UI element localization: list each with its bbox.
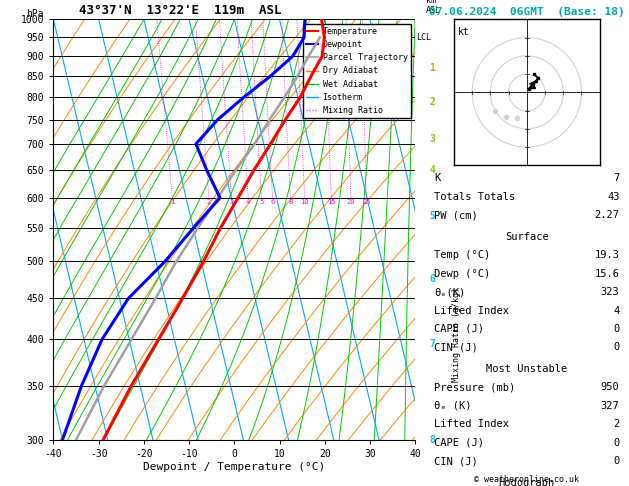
Text: © weatheronline.co.uk: © weatheronline.co.uk: [474, 474, 579, 484]
Text: 0: 0: [613, 456, 620, 466]
Text: Lifted Index: Lifted Index: [434, 419, 509, 429]
Text: 8: 8: [288, 199, 292, 205]
Text: CIN (J): CIN (J): [434, 343, 478, 352]
Text: 4: 4: [246, 199, 250, 205]
Text: Pressure (mb): Pressure (mb): [434, 382, 515, 392]
Text: 8: 8: [430, 435, 435, 445]
Text: 15.6: 15.6: [594, 269, 620, 278]
Text: LCL: LCL: [416, 33, 431, 42]
Text: hPa: hPa: [26, 9, 44, 19]
Text: Totals Totals: Totals Totals: [434, 192, 515, 202]
Text: CAPE (J): CAPE (J): [434, 324, 484, 334]
Text: PW (cm): PW (cm): [434, 210, 478, 220]
Text: 6: 6: [430, 275, 435, 284]
Text: Most Unstable: Most Unstable: [486, 364, 567, 374]
Text: 3: 3: [430, 134, 435, 144]
Text: CAPE (J): CAPE (J): [434, 438, 484, 448]
Text: 4: 4: [613, 306, 620, 315]
Text: 2.27: 2.27: [594, 210, 620, 220]
Text: 5: 5: [259, 199, 264, 205]
Text: 07.06.2024  06GMT  (Base: 18): 07.06.2024 06GMT (Base: 18): [429, 7, 625, 17]
X-axis label: Dewpoint / Temperature (°C): Dewpoint / Temperature (°C): [143, 462, 325, 471]
Text: CIN (J): CIN (J): [434, 456, 478, 466]
Text: Hodograph: Hodograph: [499, 478, 555, 486]
Text: θₑ(K): θₑ(K): [434, 287, 465, 297]
Text: 0: 0: [613, 438, 620, 448]
Text: θₑ (K): θₑ (K): [434, 401, 472, 411]
Text: 327: 327: [601, 401, 620, 411]
Text: km
ASL: km ASL: [426, 0, 441, 15]
Text: 15: 15: [327, 199, 335, 205]
Text: K: K: [434, 174, 440, 183]
Text: 950: 950: [601, 382, 620, 392]
Text: Temp (°C): Temp (°C): [434, 250, 490, 260]
Text: 4: 4: [430, 165, 435, 175]
Text: 10: 10: [301, 199, 309, 205]
Text: 43: 43: [607, 192, 620, 202]
Text: 2: 2: [207, 199, 211, 205]
Text: 3: 3: [230, 199, 233, 205]
Text: 6: 6: [270, 199, 275, 205]
Text: Surface: Surface: [505, 232, 548, 242]
Text: 7: 7: [430, 339, 435, 349]
Text: 1: 1: [170, 199, 174, 205]
Text: 2: 2: [430, 97, 435, 107]
Text: 19.3: 19.3: [594, 250, 620, 260]
Text: 20: 20: [347, 199, 355, 205]
Text: Lifted Index: Lifted Index: [434, 306, 509, 315]
Text: 7: 7: [613, 174, 620, 183]
Text: 25: 25: [362, 199, 370, 205]
Text: 1: 1: [430, 63, 435, 73]
Text: 0: 0: [613, 324, 620, 334]
Text: 5: 5: [430, 211, 435, 221]
Text: Dewp (°C): Dewp (°C): [434, 269, 490, 278]
Legend: Temperature, Dewpoint, Parcel Trajectory, Dry Adiabat, Wet Adiabat, Isotherm, Mi: Temperature, Dewpoint, Parcel Trajectory…: [303, 24, 411, 118]
Text: 0: 0: [613, 343, 620, 352]
Text: Mixing Ratio (g/kg): Mixing Ratio (g/kg): [452, 287, 460, 382]
Text: kt: kt: [457, 27, 469, 37]
Text: 2: 2: [613, 419, 620, 429]
Text: 323: 323: [601, 287, 620, 297]
Text: 43°37'N  13°22'E  119m  ASL: 43°37'N 13°22'E 119m ASL: [79, 4, 281, 17]
